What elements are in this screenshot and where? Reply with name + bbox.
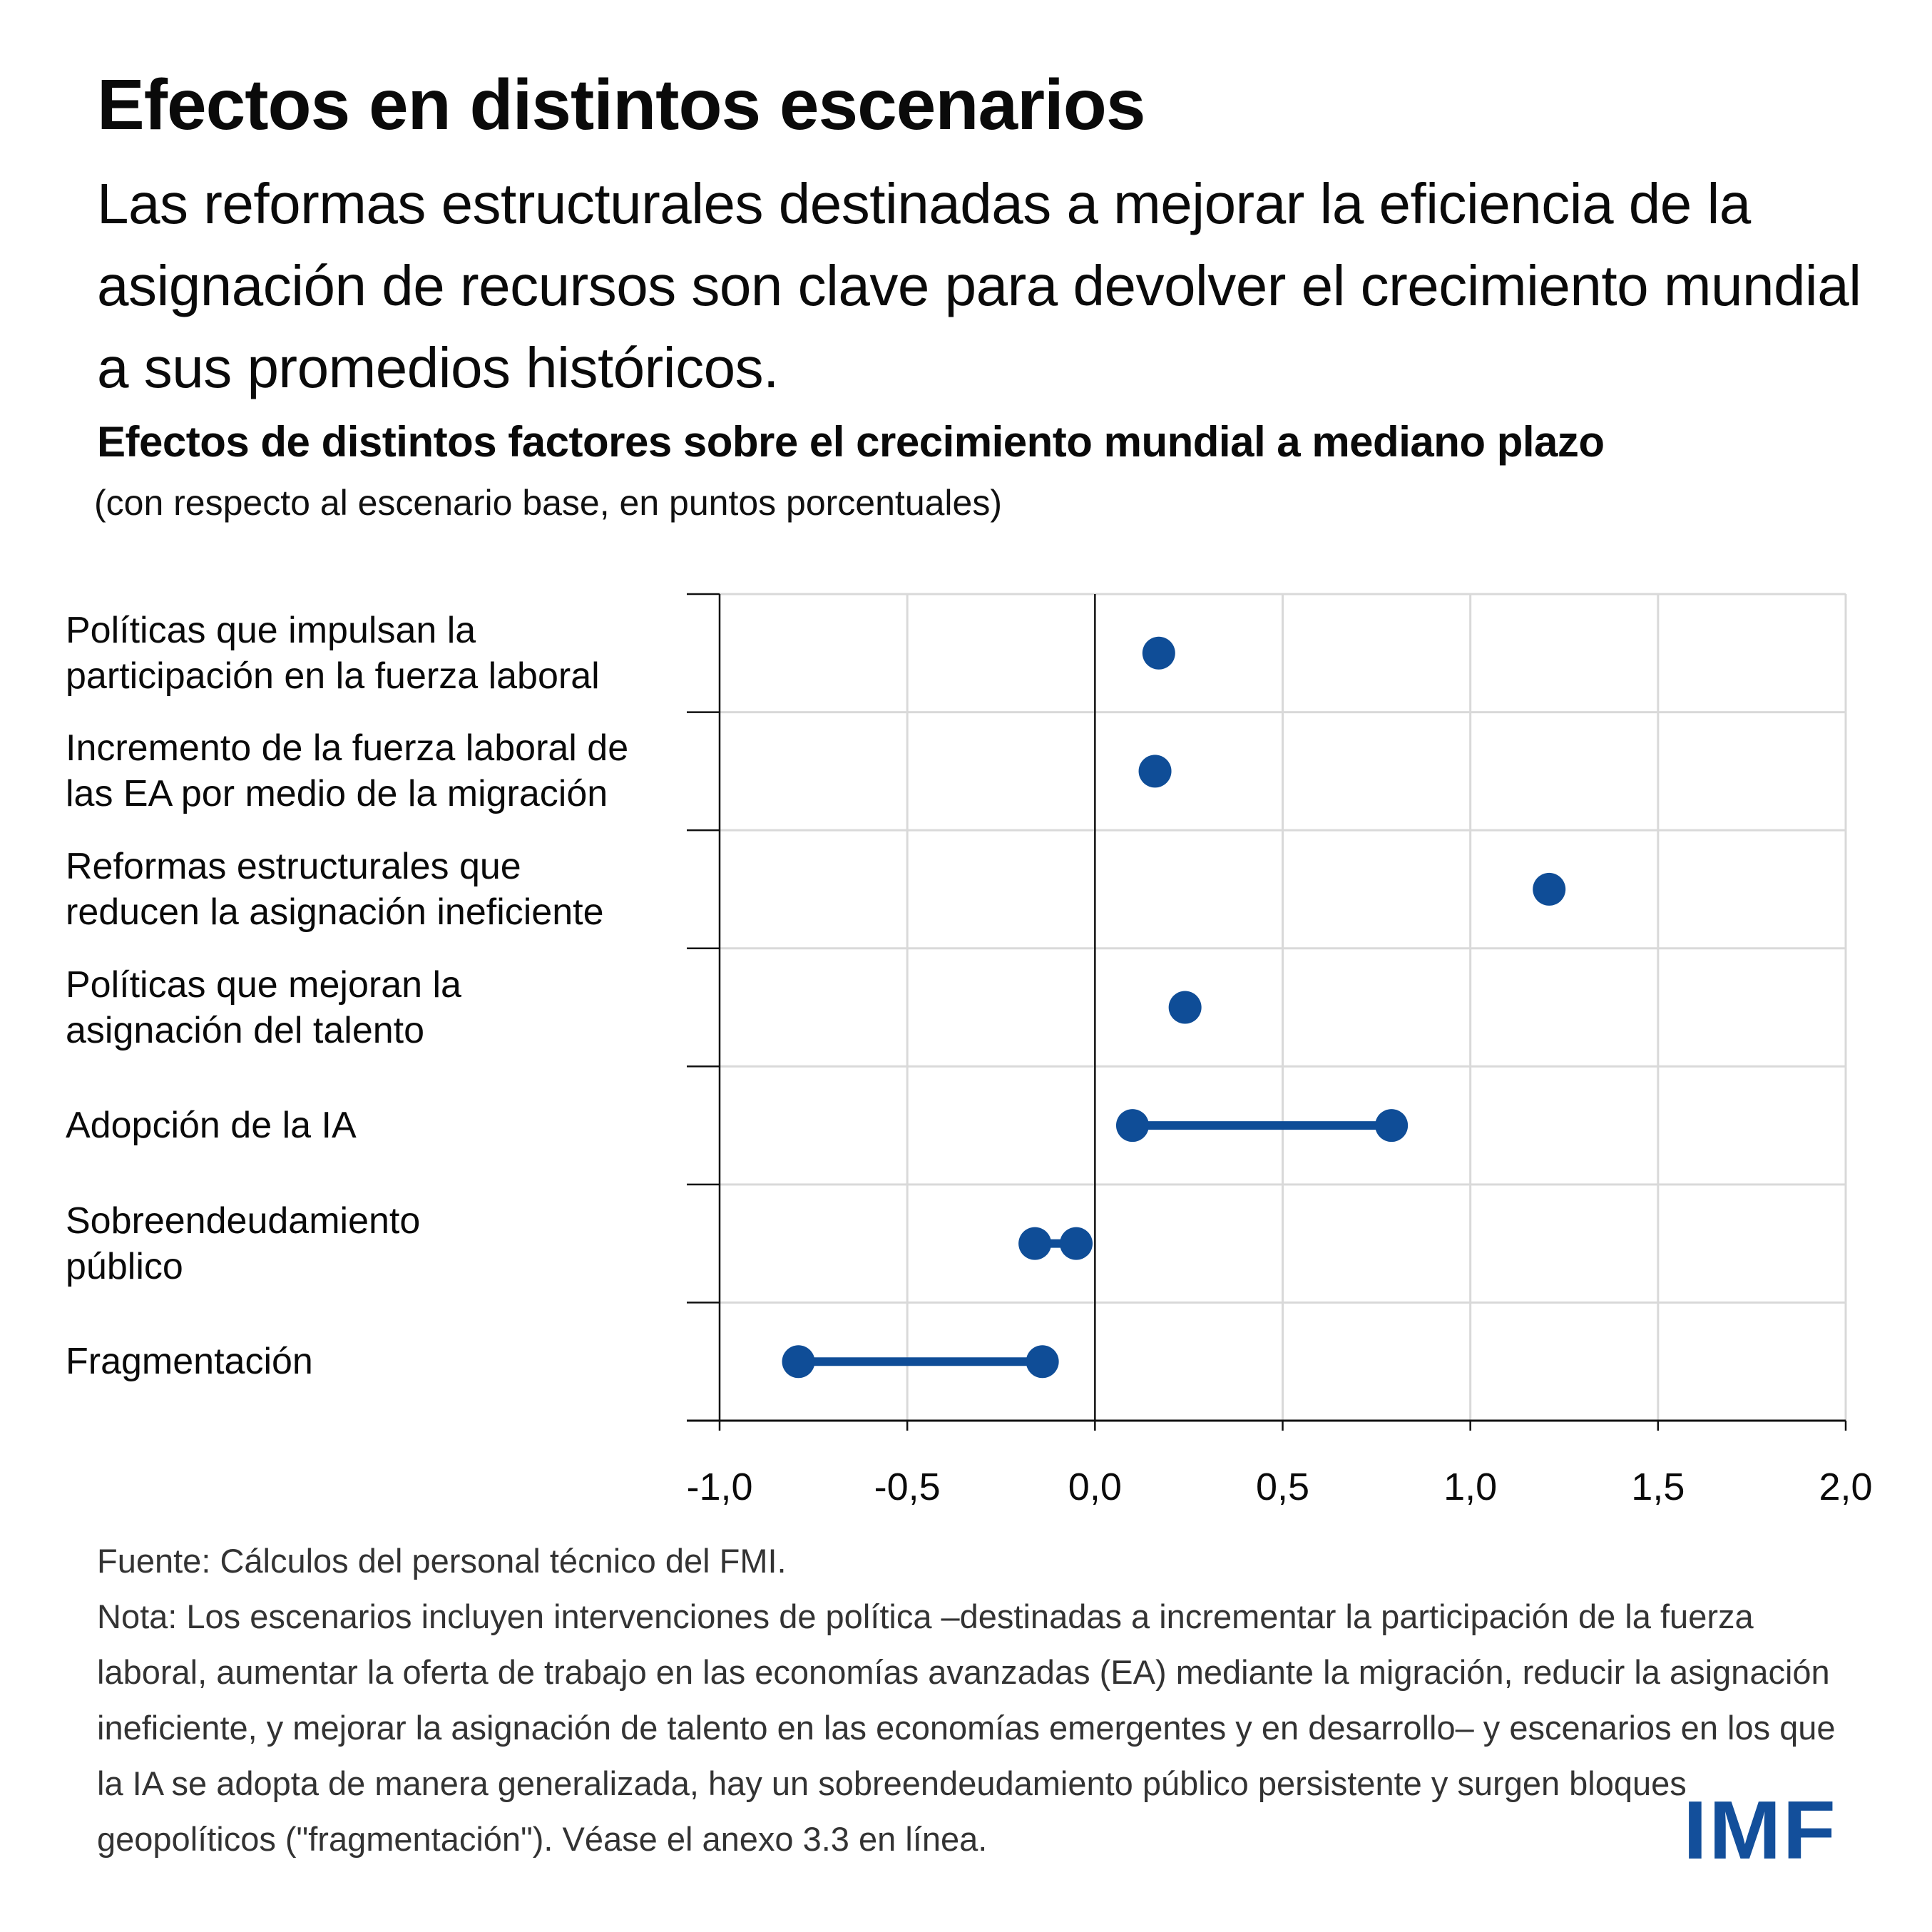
data-point [1168,991,1202,1024]
chart-title: Efectos de distintos factores sobre el c… [97,418,1605,466]
data-point [1375,1109,1409,1143]
data-point [1138,755,1172,788]
footer: Fuente: Cálculos del personal técnico de… [97,1533,1866,1867]
dot-group [1138,755,1172,788]
x-tick-label: 2,0 [1819,1466,1872,1508]
data-point [1026,1345,1059,1379]
category-label: Sobreendeudamiento público [66,1200,421,1287]
x-tick-label: -0,5 [874,1466,941,1508]
x-tick-label: 1,5 [1631,1466,1685,1508]
imf-logo: IMF [1683,1784,1838,1876]
dot-group [1115,1109,1409,1143]
data-point [1533,872,1566,906]
category-label: Políticas que mejoran la asignación del … [66,964,461,1051]
x-tick-label: 0,5 [1256,1466,1309,1508]
data-point [1060,1227,1093,1260]
x-tick-labels: -1,0 -0,5 0,0 0,5 1,0 1,5 2,0 [686,1466,1872,1508]
category-label: Fragmentación [66,1341,313,1383]
dot-group [1142,636,1175,670]
gridlines [720,593,1847,1421]
data-point [1115,1109,1149,1143]
category-label: Políticas que impulsan la participación … [66,609,600,697]
data-point [1142,636,1175,670]
dot-group [1533,872,1566,906]
dot-group [1018,1227,1093,1260]
category-label: Reformas estructurales que reducen la as… [66,845,604,933]
category-label: Adopción de la IA [66,1105,357,1147]
x-tick-label: 1,0 [1443,1466,1497,1508]
data-point [782,1345,815,1379]
methodology-note: Nota: Los escenarios incluyen intervenci… [97,1598,1836,1858]
data-marks [782,636,1566,1379]
axes [687,593,1847,1431]
category-label: Incremento de la fuerza laboral de las E… [66,727,629,815]
source-note: Fuente: Cálculos del personal técnico de… [97,1542,787,1580]
dot-group [782,1345,1059,1379]
page-title: Efectos en distintos escenarios [97,65,1145,145]
chart-units: (con respecto al escenario base, en punt… [94,483,1002,523]
data-point [1018,1227,1052,1260]
x-tick-label: -1,0 [686,1466,752,1508]
page-subtitle: Las reformas estructurales destinadas a … [97,172,1861,399]
x-tick-label: 0,0 [1068,1466,1122,1508]
dot-group [1168,991,1202,1024]
